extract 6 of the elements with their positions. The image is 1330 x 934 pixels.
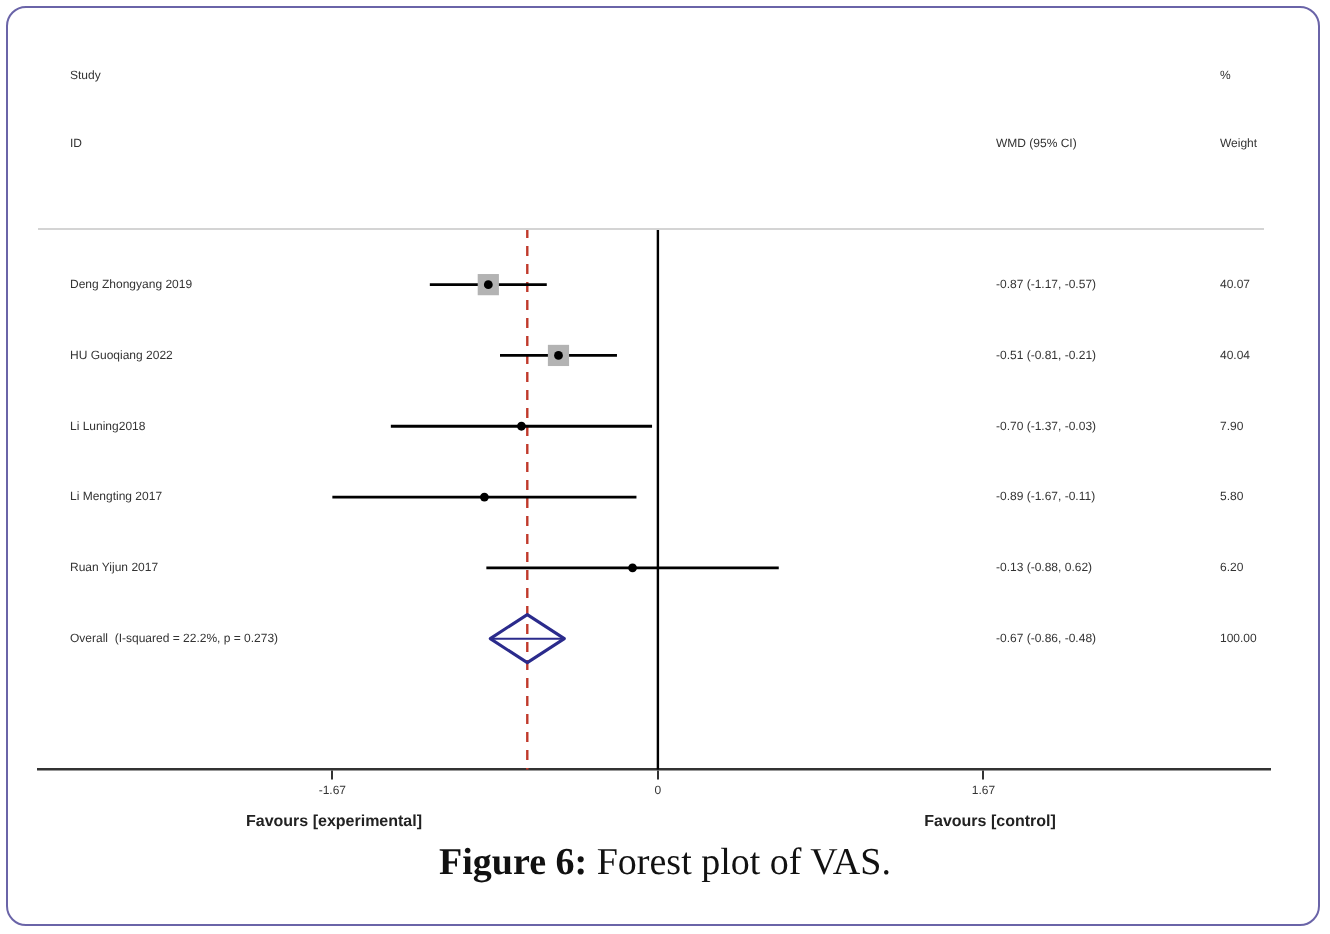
point <box>517 421 526 431</box>
text: Favours [control] <box>924 812 1057 831</box>
point <box>480 492 489 502</box>
text: Figure 6: Forest plot of VAS. <box>437 842 893 886</box>
point <box>628 563 637 573</box>
text: Favours [experimental] <box>245 812 423 831</box>
